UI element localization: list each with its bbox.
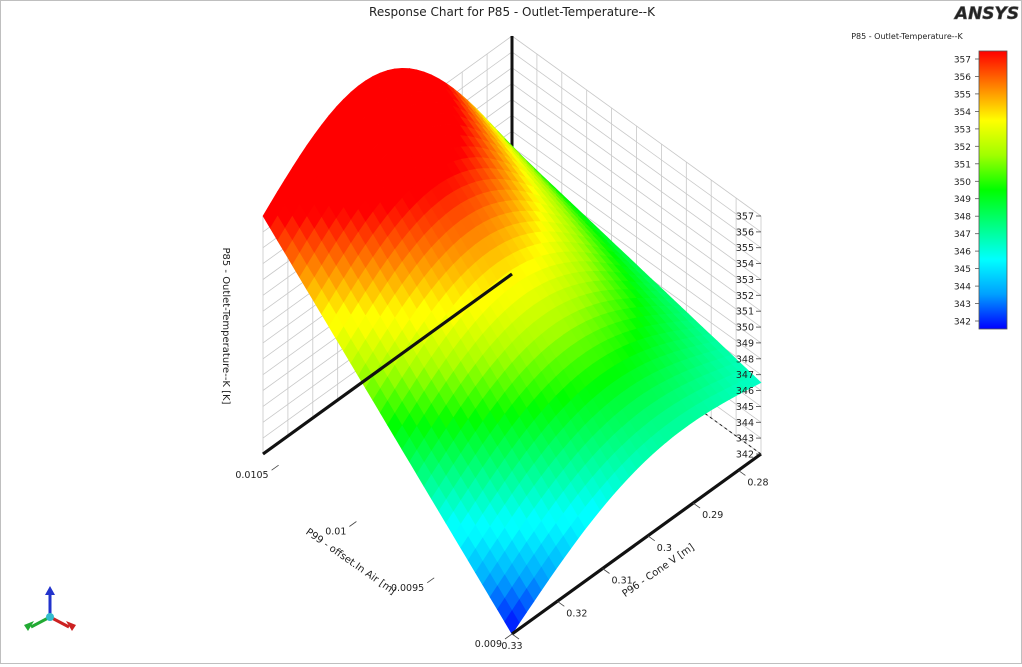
x-tick-label: 0.0095 xyxy=(391,583,424,594)
z-tick-label: 345 xyxy=(736,402,754,413)
y-axis-ticks: 0.28 0.29 0.3 0.31 0.32 0.33 xyxy=(501,470,769,652)
orientation-triad xyxy=(24,586,76,631)
y-tick-label: 0.29 xyxy=(702,510,723,521)
ansys-logo: ANSYS xyxy=(953,4,1020,25)
y-tick-label: 0.3 xyxy=(657,543,672,554)
legend-tick-label: 351 xyxy=(954,160,971,170)
y-tick-label: 0.28 xyxy=(747,477,768,488)
legend-tick-label: 345 xyxy=(954,265,971,275)
x-tick-label: 0.01 xyxy=(325,527,346,538)
legend-tick-label: 357 xyxy=(954,56,971,66)
y-tick-mark xyxy=(557,600,565,607)
response-surface xyxy=(262,67,762,635)
legend-tick-label: 352 xyxy=(954,143,971,153)
legend-tick-label: 349 xyxy=(954,195,971,205)
z-tick-label: 346 xyxy=(736,386,754,397)
y-tick-mark xyxy=(692,502,701,509)
legend-tick-label: 346 xyxy=(954,248,971,258)
z-tick-label: 347 xyxy=(736,370,754,381)
legend-tick-label: 354 xyxy=(954,108,971,118)
x-tick-mark xyxy=(426,577,435,584)
y-tick-label: 0.32 xyxy=(566,608,587,619)
y-tick-mark xyxy=(602,568,610,574)
z-tick-label: 348 xyxy=(736,354,754,365)
legend-tick-label: 344 xyxy=(954,283,971,293)
z-tick-label: 349 xyxy=(736,338,754,349)
legend-tick-label: 356 xyxy=(954,73,971,83)
x-tick-label: 0.0105 xyxy=(235,470,268,481)
z-tick-label: 356 xyxy=(736,227,754,238)
z-tick-label: 351 xyxy=(736,307,754,318)
y-tick-label: 0.33 xyxy=(501,641,522,652)
legend-tick-label: 350 xyxy=(954,178,971,188)
y-tick-label: 0.31 xyxy=(612,576,633,587)
legend-title: P85 - Outlet-Temperature--K xyxy=(851,32,963,41)
legend-ticks: 357 356 355 354 353 352 351 350 349 348 347 346 345 3… xyxy=(954,56,979,328)
x-base-axis xyxy=(511,452,762,636)
y-base-axis xyxy=(262,272,513,456)
z-tick-label: 355 xyxy=(736,243,754,254)
x-tick-label: 0.009 xyxy=(475,639,502,650)
x-axis-ticks: 0.009 0.0095 0.01 0.0105 xyxy=(235,464,513,650)
z-axis-label: P85 - Outlet-Temperature--K [K] xyxy=(220,247,231,404)
x-axis-label: P99 - offset.In Air [m] xyxy=(303,527,397,598)
z-tick-label: 343 xyxy=(736,434,754,445)
legend-tick-label: 355 xyxy=(954,90,971,100)
x-tick-mark xyxy=(349,521,357,527)
legend-colorbar xyxy=(978,50,1008,330)
legend-tick-label: 348 xyxy=(954,213,971,223)
z-tick-label: 352 xyxy=(736,291,754,302)
z-tick-label: 344 xyxy=(736,418,754,429)
chart-title: Response Chart for P85 - Outlet-Temperat… xyxy=(369,5,656,19)
legend-tick-label: 342 xyxy=(954,318,971,328)
x-tick-mark xyxy=(271,464,279,471)
axes xyxy=(262,272,762,636)
z-tick-label: 350 xyxy=(736,323,754,334)
legend-tick-label: 343 xyxy=(954,300,971,310)
ansys-logo-text: ANSYS xyxy=(953,4,1019,24)
color-legend: P85 - Outlet-Temperature--K 357 356 355 354… xyxy=(851,32,1008,330)
z-tick-label: 354 xyxy=(736,259,754,270)
y-tick-mark xyxy=(647,535,656,542)
y-tick-mark xyxy=(738,470,746,476)
legend-tick-label: 347 xyxy=(954,230,971,240)
z-axis-ticks: 342 343 344 345 346 347 348 349 350 351 352 353 354 3… xyxy=(736,212,761,461)
x-tick-mark xyxy=(504,633,513,640)
z-tick-label: 353 xyxy=(736,275,754,286)
z-tick-label: 357 xyxy=(736,212,754,223)
legend-tick-label: 353 xyxy=(954,125,971,135)
z-tick-label: 342 xyxy=(736,450,754,461)
y-tick-mark xyxy=(511,633,520,640)
